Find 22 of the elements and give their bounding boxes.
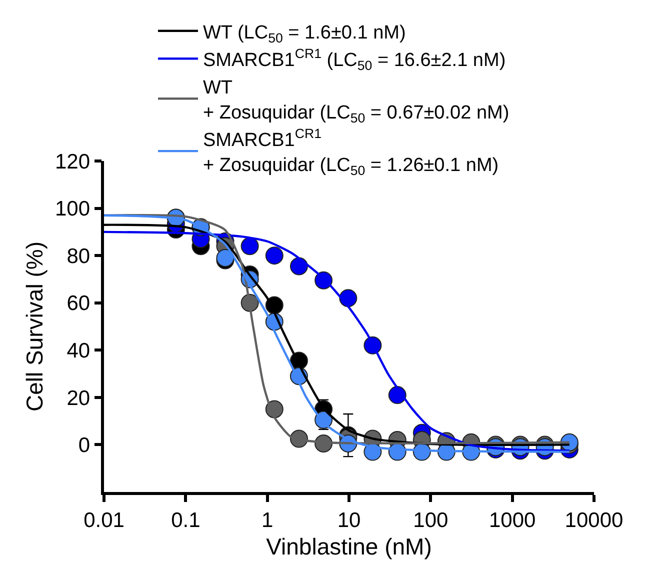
x-axis-title: Vinblastine (nM): [266, 534, 432, 560]
x-tick-label: 1: [261, 508, 274, 532]
y-tick-label: 20: [66, 386, 90, 410]
y-axis-title: Cell Survival (%): [21, 242, 48, 412]
y-tick-label: 80: [66, 244, 90, 268]
point: [240, 237, 259, 256]
x-tick-label: 0.01: [84, 508, 124, 532]
x-tick-label: 100: [413, 508, 448, 532]
y-tick-label: 120: [55, 150, 90, 174]
legend-label: WT (LC$_{50}$ = 1.6±0.1 nM): [203, 22, 406, 46]
x-tick-label: 10000: [564, 508, 624, 532]
legend-label: WT + Zosuquidar (LC$_{50}$ = 0.67±0.02 nM): [203, 78, 510, 126]
x-tick-label: 1000: [488, 508, 536, 532]
legend-label: SMARCB1$^{CR1}$ (LC$_{50}$ = 16.6±2.1 nM): [203, 46, 506, 73]
y-tick-label: 40: [66, 339, 90, 362]
legend-label: SMARCB1$^{CR1}$ + Zosuquidar (LC$_{50}$ = 1.26±0.1 nM): [203, 126, 499, 178]
y-tick-label: 60: [66, 292, 90, 316]
point: [265, 246, 284, 265]
x-tick-label: 10: [337, 508, 361, 532]
y-tick-label: 100: [55, 198, 90, 221]
y-tick-label: 0: [78, 434, 90, 458]
x-tick-label: 0.1: [171, 508, 200, 532]
